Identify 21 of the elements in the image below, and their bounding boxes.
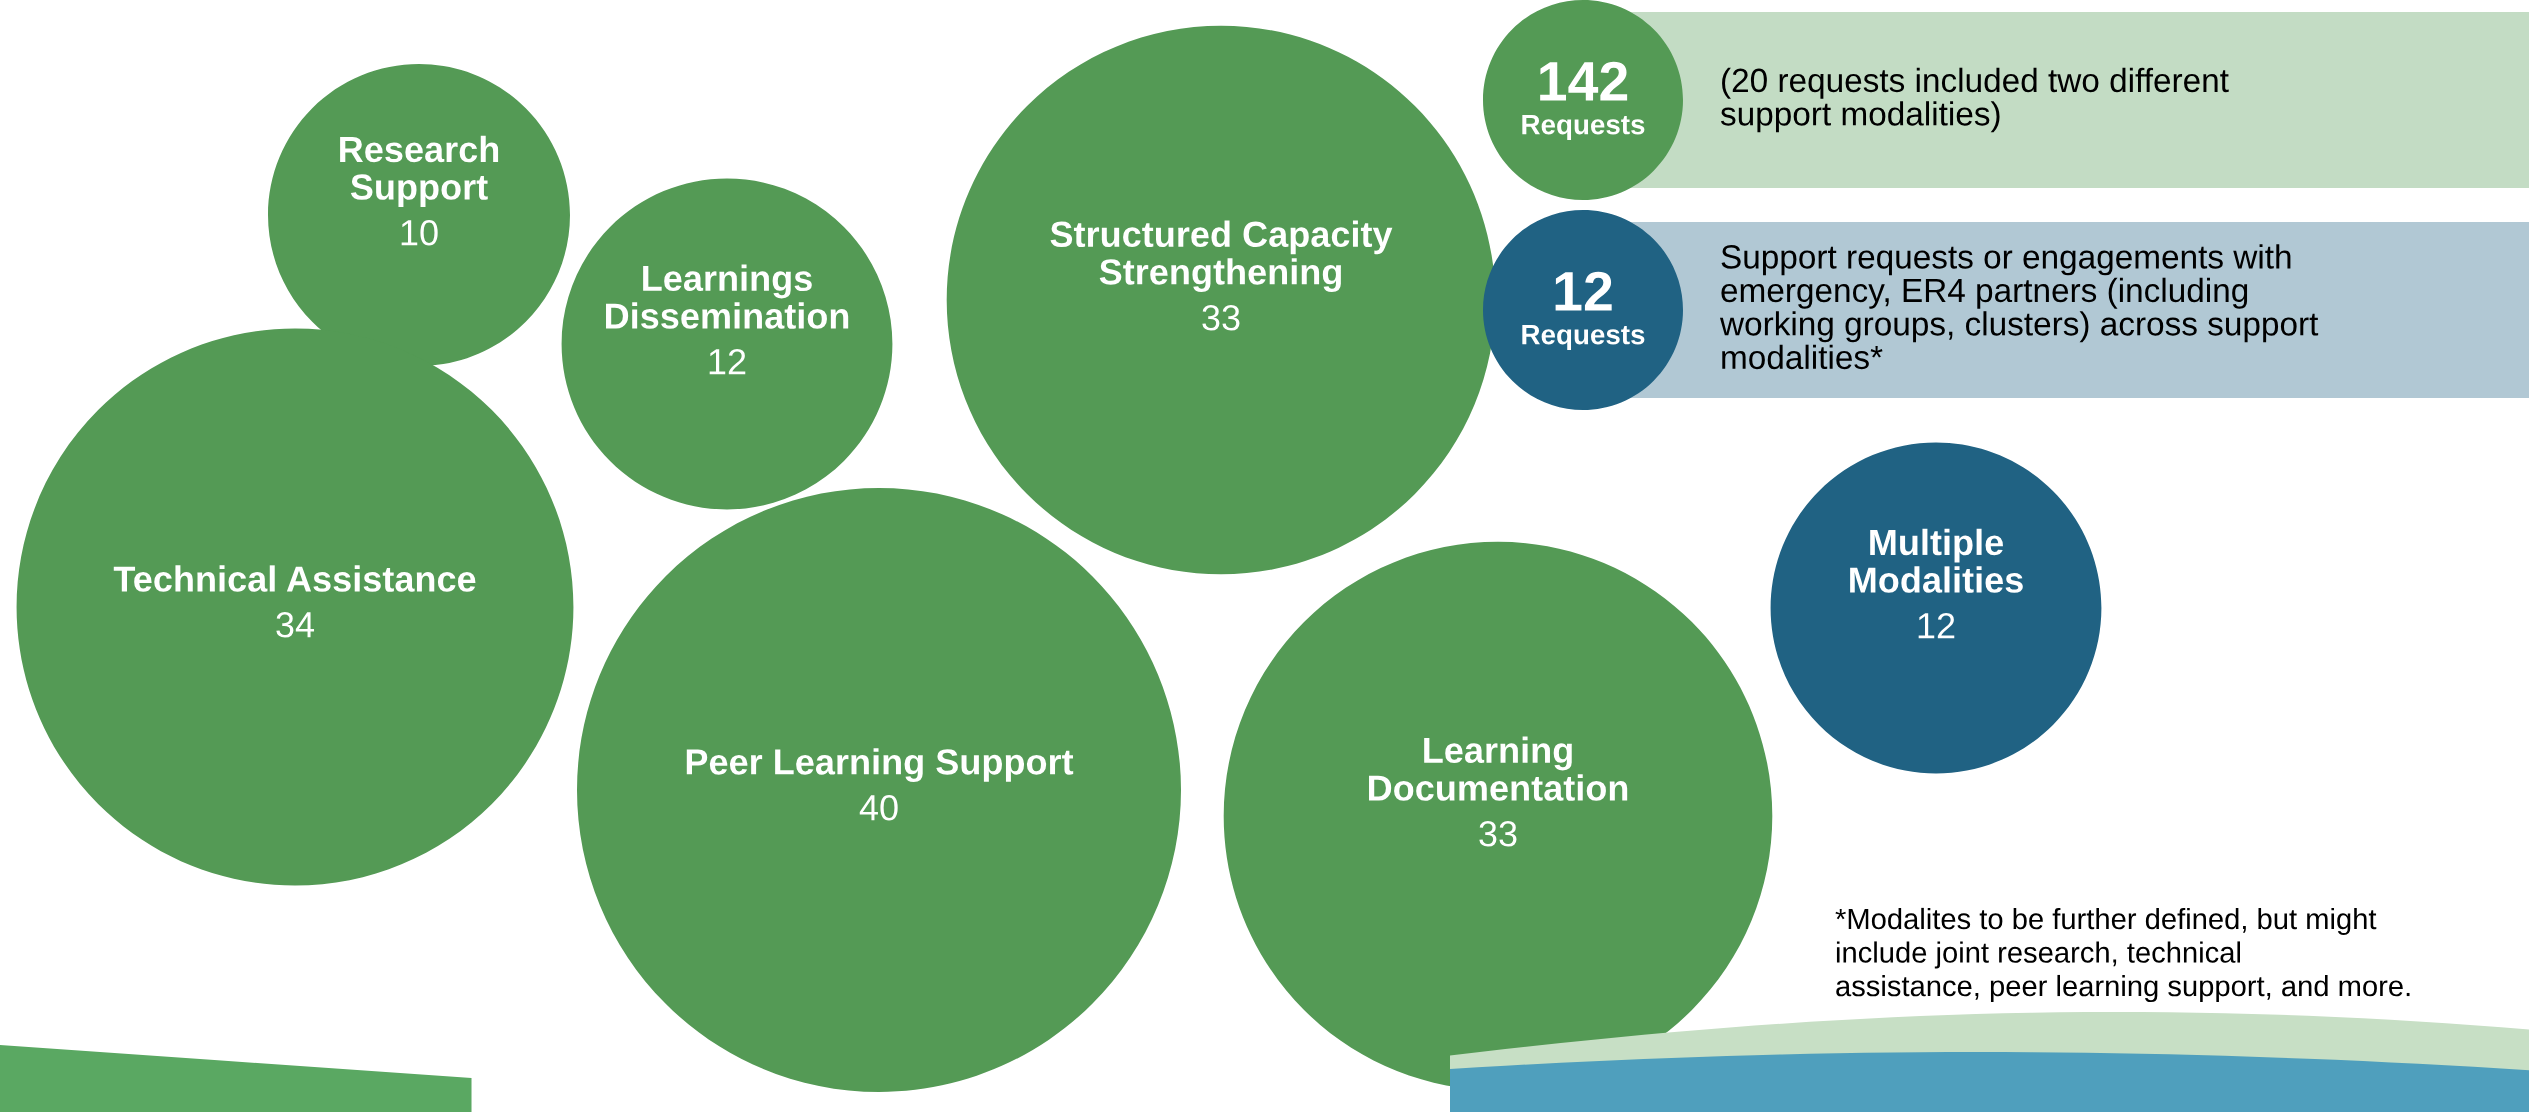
text: Requests bbox=[1522, 115, 1645, 140]
data-label: 33 bbox=[1479, 820, 1517, 847]
category-label: Research Support bbox=[340, 135, 499, 207]
text: (20 requests included two different support modalities) bbox=[1720, 67, 2229, 133]
category-label: Learnings Dissemination bbox=[606, 264, 849, 329]
data-label: 34 bbox=[276, 611, 315, 638]
text: Requests bbox=[1522, 325, 1645, 350]
category-label: Structured Capacity Strengthening bbox=[1050, 220, 1393, 292]
data-label: 40 bbox=[859, 794, 898, 821]
category-label: Multiple Modalities bbox=[1850, 528, 2023, 593]
data-label: 33 bbox=[1202, 304, 1240, 331]
text: *Modalites to be further defined, but might include joint research, technical assistance, peer learning support, and more. bbox=[1835, 907, 2410, 1003]
category-label: Peer Learning Support bbox=[686, 748, 1074, 782]
data-label: 12 bbox=[1918, 612, 1955, 639]
data-label: 10 bbox=[401, 219, 438, 246]
text: 12 bbox=[1555, 271, 1612, 311]
data-label: 12 bbox=[709, 348, 746, 375]
category-label: Learning Documentation bbox=[1369, 736, 1628, 801]
text: 142 bbox=[1540, 61, 1628, 101]
text: Support requests or engagements with emergency, ER4 partners (including working groups, clusters) across support modalities* bbox=[1719, 244, 2319, 370]
category-label: Technical Assistance bbox=[113, 565, 476, 592]
